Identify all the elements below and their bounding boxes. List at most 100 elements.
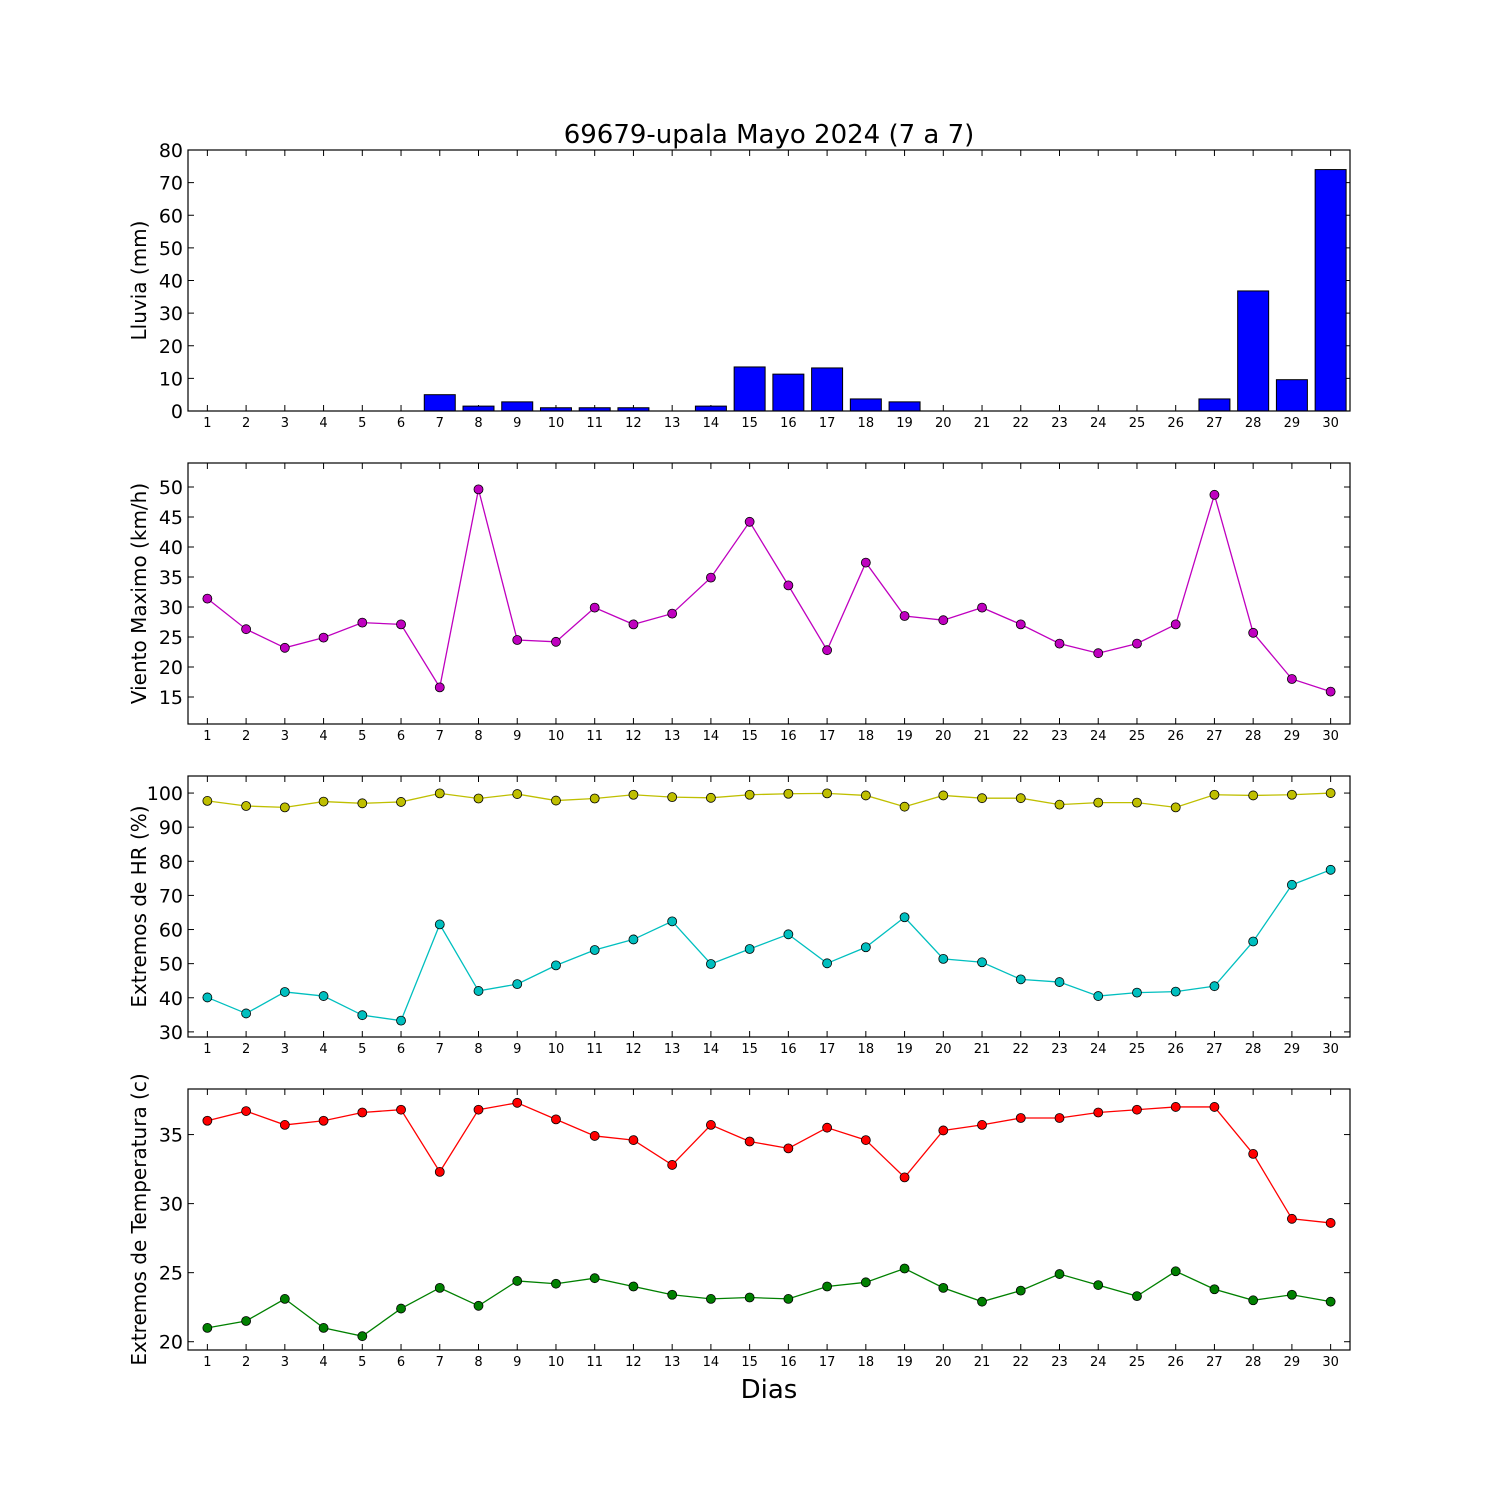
x-tick-label: 2: [242, 416, 250, 431]
y-tick-label: 50: [159, 477, 183, 499]
series-1-point-8: [473, 1104, 484, 1115]
series-1-point-4: [318, 632, 329, 643]
series-2-point-13: [667, 916, 678, 927]
x-tick-label: 12: [625, 1355, 642, 1370]
bar-29: [1275, 379, 1308, 412]
series-1-point-25: [1132, 797, 1142, 808]
y-tick-label: 20: [159, 336, 183, 358]
series-1-point-22: [1015, 793, 1026, 804]
series-2-point-3: [279, 1294, 290, 1304]
x-tick-label: 16: [780, 1355, 797, 1370]
series-1-point-25: [1132, 1104, 1142, 1115]
bar-17: [811, 367, 844, 412]
series-1-point-30: [1325, 788, 1336, 798]
series-1-point-15: [744, 1136, 755, 1147]
x-tick-label: 28: [1245, 729, 1262, 744]
x-tick-label: 27: [1206, 729, 1223, 744]
x-tick-label: 25: [1129, 729, 1146, 744]
x-tick-label: 29: [1284, 729, 1301, 744]
series-2-point-29: [1287, 1289, 1297, 1300]
series-1-point-19: [899, 1172, 910, 1183]
x-tick-label: 6: [397, 1042, 405, 1057]
bar-8: [462, 405, 495, 412]
series-2-point-20: [938, 953, 949, 964]
x-tick-label: 18: [858, 1355, 875, 1370]
x-tick-label: 4: [319, 729, 327, 744]
series-2-point-8: [473, 986, 484, 996]
y-tick-label: 60: [159, 920, 183, 942]
y-axis-label: Lluvia (mm): [127, 221, 151, 341]
series-1-point-8: [473, 484, 484, 495]
series-1-point-13: [667, 1160, 678, 1170]
x-tick-label: 13: [664, 1355, 681, 1370]
x-tick-label: 23: [1051, 1355, 1068, 1370]
bar-9: [501, 401, 534, 412]
series-2-point-2: [241, 1316, 252, 1326]
series-2-point-12: [628, 1281, 639, 1292]
x-tick-label: 22: [1012, 1042, 1029, 1057]
series-2-point-13: [667, 1289, 678, 1300]
y-tick-label: 50: [159, 238, 183, 260]
y-axis-label: Extremos de HR (%): [127, 805, 151, 1007]
x-tick-label: 29: [1284, 1042, 1301, 1057]
series-2-point-9: [512, 979, 523, 990]
x-tick-label: 8: [474, 729, 482, 744]
series-2-point-14: [706, 1294, 716, 1304]
series-2-point-16: [783, 1294, 794, 1304]
x-tick-label: 21: [974, 416, 991, 431]
y-tick-label: 50: [159, 954, 183, 976]
series-2-point-28: [1248, 936, 1259, 947]
bar-19: [888, 401, 921, 412]
plot-frame: [187, 1088, 1351, 1351]
series-1-point-19: [899, 611, 910, 621]
x-tick-label: 18: [858, 1042, 875, 1057]
series-2-point-12: [628, 934, 639, 945]
x-tick-label: 8: [474, 416, 482, 431]
series-1-point-8: [473, 793, 484, 804]
x-tick-label: 30: [1322, 1042, 1339, 1057]
series-2-point-21: [977, 1296, 987, 1307]
x-tick-label: 29: [1284, 416, 1301, 431]
y-tick-label: 30: [159, 1022, 183, 1044]
series-1-point-18: [860, 790, 871, 801]
x-tick-label: 26: [1167, 416, 1184, 431]
series-1-point-19: [899, 801, 910, 812]
series-1-point-10: [551, 1114, 561, 1125]
x-tick-label: 20: [935, 416, 952, 431]
series-1-point-15: [744, 516, 755, 527]
series-1-point-6: [396, 1104, 406, 1115]
x-tick-label: 8: [474, 1355, 482, 1370]
series-1-point-9: [512, 789, 523, 799]
plot-frame: [187, 149, 1351, 412]
x-tick-label: 24: [1090, 1355, 1107, 1370]
y-tick-label: 30: [159, 1194, 183, 1216]
x-tick-label: 27: [1206, 416, 1223, 431]
x-tick-label: 1: [203, 729, 211, 744]
x-tick-label: 21: [974, 729, 991, 744]
x-tick-label: 15: [741, 1355, 758, 1370]
y-tick-label: 10: [159, 368, 183, 390]
x-tick-label: 26: [1167, 1042, 1184, 1057]
series-1-point-6: [396, 619, 406, 630]
series-1-point-13: [667, 792, 678, 803]
series-1-point-23: [1054, 638, 1065, 649]
bar-30: [1314, 169, 1347, 412]
y-tick-label: 40: [159, 537, 183, 559]
series-1-point-29: [1287, 674, 1297, 684]
series-1-point-2: [241, 624, 252, 635]
x-tick-label: 30: [1322, 1355, 1339, 1370]
y-axis-label: Extremos de Temperatura (c): [127, 1073, 151, 1365]
series-1-point-28: [1248, 790, 1259, 801]
y-tick-label: 90: [159, 817, 183, 839]
series-1-point-3: [279, 642, 290, 653]
series-2-point-28: [1248, 1295, 1259, 1306]
series-1-point-3: [279, 1120, 290, 1130]
x-tick-label: 9: [513, 416, 521, 431]
x-tick-label: 27: [1206, 1042, 1223, 1057]
x-tick-label: 15: [741, 729, 758, 744]
series-1-point-2: [241, 801, 252, 811]
y-tick-label: 35: [159, 1125, 183, 1147]
series-1-point-3: [279, 802, 290, 813]
